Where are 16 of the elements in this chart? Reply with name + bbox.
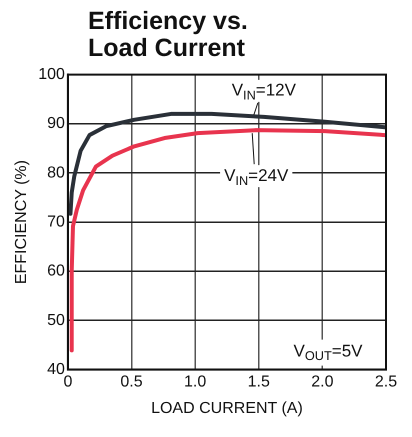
y-axis-title: EFFICIENCY (%) xyxy=(13,160,30,284)
x-tick-label: 0 xyxy=(63,374,72,391)
x-tick-label: 1.0 xyxy=(184,374,206,391)
x-tick-label: 2.0 xyxy=(311,374,334,391)
y-tick-label: 70 xyxy=(47,214,65,231)
chart-title: Efficiency vs. Load Current xyxy=(88,7,249,62)
x-tick-label: 1.5 xyxy=(248,374,270,391)
y-tick-label: 80 xyxy=(47,164,65,182)
y-tick-label: 60 xyxy=(47,262,65,280)
y-tick-label: 90 xyxy=(47,115,65,132)
x-tick-label: 0.5 xyxy=(120,374,143,391)
x-tick-label: 2.5 xyxy=(374,374,398,391)
x-axis-title: LOAD CURRENT (A) xyxy=(151,400,303,417)
y-tick-label: 40 xyxy=(47,361,65,378)
y-tick-label: 50 xyxy=(47,312,65,329)
y-tick-label: 100 xyxy=(38,66,65,84)
